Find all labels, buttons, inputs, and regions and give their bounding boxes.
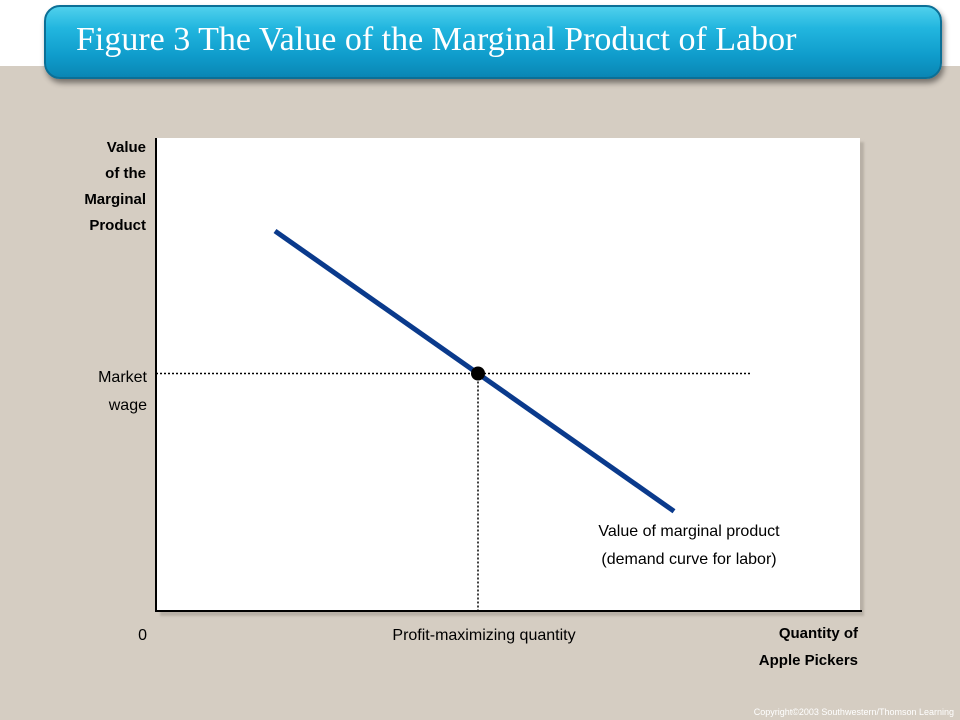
x-axis-label: Quantity of Apple Pickers [759, 625, 859, 669]
market-wage-label-line-1: Market [98, 369, 147, 386]
equilibrium-point [471, 366, 485, 381]
curve-label: Value of marginal product (demand curve f… [598, 523, 780, 568]
y-axis-label-line-2: of the [105, 165, 146, 182]
title-bar: Figure 3 The Value of the Marginal Produ… [44, 5, 942, 79]
y-axis-label-line-4: Product [89, 217, 146, 234]
figure-title: Figure 3 The Value of the Marginal Produ… [76, 21, 797, 58]
y-axis-label-line-3: Marginal [84, 191, 146, 208]
market-wage-label: Market wage [98, 369, 147, 414]
x-axis-label-line-1: Quantity of [779, 625, 859, 642]
y-axis-label-line-1: Value [107, 139, 146, 156]
x-axis-label-line-2: Apple Pickers [759, 652, 858, 669]
market-wage-label-line-2: wage [108, 397, 147, 414]
curve-label-line-1: Value of marginal product [598, 523, 780, 540]
profit-maximizing-quantity-label: Profit-maximizing quantity [392, 627, 575, 644]
origin-label: 0 [138, 627, 147, 644]
copyright-notice: Copyright©2003 Southwestern/Thomson Lear… [753, 707, 954, 717]
plot-area [156, 138, 860, 612]
y-axis-label: Value of the Marginal Product [84, 139, 146, 234]
curve-label-line-2: (demand curve for labor) [601, 551, 776, 568]
